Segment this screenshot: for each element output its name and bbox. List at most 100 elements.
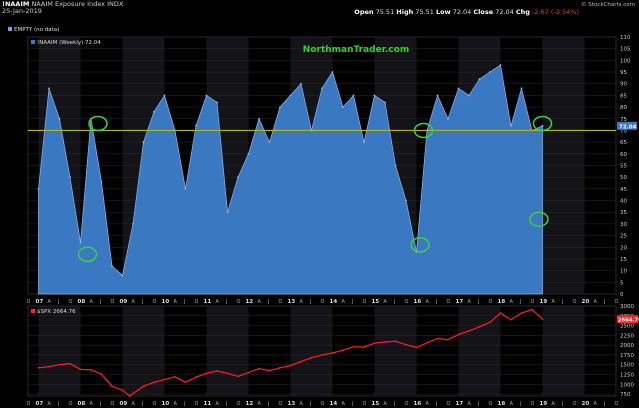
x-month-label: J — [267, 299, 269, 305]
naaim-ytick-label: 25 — [620, 234, 627, 240]
year-band — [122, 306, 165, 396]
naaim-point — [405, 199, 407, 202]
naaim-ytick-label: 85 — [620, 93, 627, 99]
x-year-label: 12 — [246, 299, 254, 305]
x-month-label: A — [342, 299, 346, 305]
naaim-point — [510, 124, 512, 127]
spx-point — [174, 376, 176, 378]
x-month-label: O — [321, 401, 325, 407]
naaim-point — [132, 223, 134, 225]
legend-spx: $SPX 2664.76 — [37, 309, 76, 315]
x-month-label: J — [477, 299, 479, 305]
legend-swatch-naaim — [31, 40, 35, 44]
naaim-last-value-label: 72.04 — [619, 124, 637, 130]
x-month-label: A — [510, 401, 514, 407]
x-month-label: O — [237, 299, 241, 305]
x-month-label: J — [351, 401, 353, 407]
x-month-label: O — [69, 401, 73, 407]
close-value: 72.04 — [495, 8, 514, 16]
x-month-label: J — [183, 299, 185, 305]
x-month-label: J — [561, 401, 563, 407]
x-month-label: J — [561, 299, 563, 305]
x-month-label: A — [132, 299, 136, 305]
naaim-ytick-label: 90 — [620, 82, 627, 88]
naaim-ytick-label: 100 — [620, 58, 631, 64]
naaim-ytick-label: 40 — [620, 199, 627, 205]
index-name: NAAIM Exposure Index — [31, 0, 106, 8]
x-month-label: A — [300, 401, 304, 407]
x-month-label: J — [351, 299, 353, 305]
naaim-point — [489, 71, 491, 73]
spx-point — [436, 337, 439, 340]
x-year-label: 14 — [330, 299, 338, 305]
x-year-label: 08 — [78, 299, 86, 305]
x-month-label: O — [573, 401, 577, 407]
naaim-point — [48, 87, 50, 90]
naaim-ytick-label: 80 — [620, 105, 627, 111]
x-month-label: A — [48, 299, 52, 305]
x-month-label: O — [573, 299, 577, 305]
x-month-label: A — [174, 299, 178, 305]
spx-ytick-label: 1000 — [620, 382, 634, 388]
legend-swatch-spx — [31, 309, 35, 313]
year-band — [290, 306, 333, 396]
stockcharts-logo: © StockCharts.com — [581, 2, 635, 8]
x-month-label: J — [99, 299, 101, 305]
x-month-label: J — [309, 299, 311, 305]
spx-point — [48, 365, 50, 368]
spx-point — [300, 360, 302, 363]
x-month-label: A — [552, 299, 556, 305]
spx-point — [90, 368, 92, 371]
x-month-label: O — [489, 299, 493, 305]
x-month-label: J — [141, 401, 143, 407]
naaim-point — [111, 265, 113, 267]
naaim-ytick-label: 20 — [620, 245, 627, 251]
x-month-label: O — [279, 299, 283, 305]
x-year-label: 18 — [498, 299, 506, 305]
date-label: 25-Jan-2019 — [2, 7, 42, 15]
x-year-label: 07 — [36, 299, 44, 305]
spx-point — [216, 370, 218, 372]
x-month-label: A — [258, 299, 262, 305]
spx-last-value-label: 2664.76 — [618, 318, 639, 324]
naaim-point — [499, 64, 502, 66]
naaim-ytick-label: 30 — [620, 222, 627, 228]
symbol-label: !NAAIM — [2, 0, 30, 8]
x-month-label: O — [363, 401, 367, 407]
x-month-label: O — [489, 401, 493, 407]
naaim-ytick-label: 105 — [620, 47, 631, 53]
x-month-label: O — [405, 401, 409, 407]
spx-point — [478, 325, 481, 328]
x-month-label: J — [225, 299, 227, 305]
spx-ytick-label: 1250 — [620, 372, 634, 378]
x-year-label: 14 — [330, 401, 338, 407]
annotation-circle — [413, 122, 434, 139]
naaim-point — [163, 94, 166, 97]
x-month-label: J — [519, 299, 521, 305]
x-month-label: A — [216, 299, 220, 305]
naaim-ytick-label: 10 — [620, 269, 627, 275]
x-year-label: 16 — [414, 299, 422, 305]
x-year-label: 16 — [414, 401, 422, 407]
naaim-point — [142, 141, 145, 144]
naaim-last-value-tag — [617, 121, 637, 130]
naaim-point — [205, 94, 208, 97]
spx-point — [499, 312, 502, 314]
x-month-label: A — [90, 299, 94, 305]
naaim-point — [195, 124, 197, 127]
naaim-point — [541, 124, 544, 127]
x-month-label: O — [237, 401, 241, 407]
chart-header: !NAAIM NAAIM Exposure Index INDX 25-Jan-… — [0, 0, 639, 18]
x-year-label: 17 — [456, 401, 464, 407]
spx-point — [237, 375, 239, 378]
naaim-ytick-label: 75 — [620, 117, 627, 123]
x-month-label: A — [426, 299, 430, 305]
naaim-ytick-label: 0 — [620, 292, 624, 298]
naaim-ytick-label: 65 — [620, 140, 627, 146]
watermark: NorthmanTrader.com — [303, 45, 409, 55]
x-month-label: O — [615, 299, 619, 305]
x-month-label: O — [27, 299, 31, 305]
spx-point — [447, 338, 449, 341]
x-year-label: 09 — [120, 299, 128, 305]
annotation-circle — [532, 115, 553, 132]
